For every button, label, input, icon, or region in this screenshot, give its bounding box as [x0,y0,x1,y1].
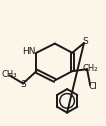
Text: CH₂: CH₂ [82,64,98,73]
Text: S: S [83,37,88,46]
Text: CH₃: CH₃ [1,70,17,79]
Text: Cl: Cl [88,82,97,91]
Text: S: S [21,80,26,89]
Text: HN: HN [22,47,36,56]
